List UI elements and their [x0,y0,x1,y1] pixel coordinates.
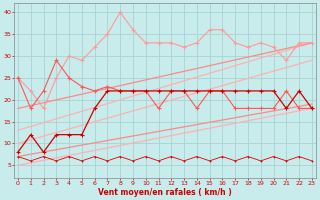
X-axis label: Vent moyen/en rafales ( km/h ): Vent moyen/en rafales ( km/h ) [98,188,232,197]
